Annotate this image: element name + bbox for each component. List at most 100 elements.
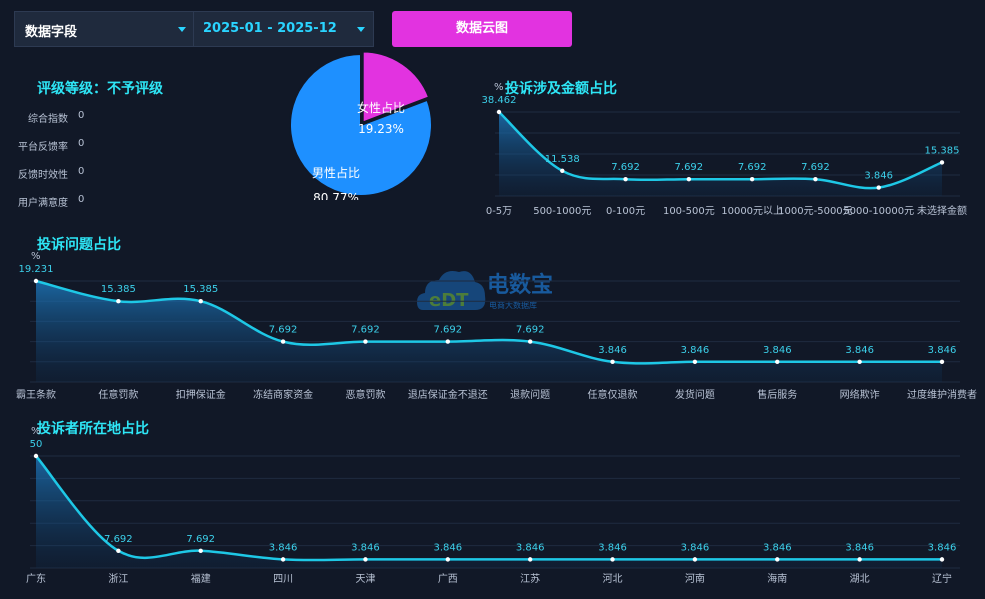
x-tick-label: 售后服务 <box>757 388 797 401</box>
x-tick-label: 霸王条款 <box>16 388 56 401</box>
x-tick-label: 5000-10000元 <box>843 206 914 217</box>
x-tick-label: 扣押保证金 <box>176 388 226 401</box>
x-tick-label: 冻结商家资金 <box>253 388 313 401</box>
x-tick-label: 海南 <box>767 572 787 585</box>
data-point <box>363 339 368 344</box>
data-label: 3.846 <box>763 542 792 553</box>
field-select-value: 数据字段 <box>25 25 78 40</box>
x-tick-label: 发货问题 <box>675 388 715 401</box>
x-tick-label: 广西 <box>438 573 458 585</box>
pie-slice-value: 80.77% <box>313 191 359 200</box>
x-tick-label: 恶意罚款 <box>345 388 385 401</box>
field-select[interactable]: 数据字段 <box>14 11 194 47</box>
x-tick-label: 500-1000元 <box>533 206 591 217</box>
chevron-down-icon <box>357 27 365 32</box>
data-label: 7.692 <box>269 325 298 336</box>
data-point <box>939 557 945 562</box>
region-chart: %50广东7.692浙江7.692福建3.846四川3.846天津3.846广西… <box>26 426 960 585</box>
data-point <box>363 557 368 562</box>
metric-value: 0 <box>78 138 85 149</box>
x-tick-label: 任意罚款 <box>98 388 138 401</box>
data-label: 3.846 <box>598 345 627 356</box>
amount-chart-title: 投诉涉及金额占比 <box>505 81 617 97</box>
x-tick-label: 过度维护消费者 <box>907 388 977 401</box>
area-fill <box>36 456 942 568</box>
data-point <box>496 109 502 115</box>
data-point <box>116 548 121 553</box>
data-label: 3.846 <box>681 345 710 356</box>
data-label: 7.692 <box>186 534 215 545</box>
data-point <box>280 557 286 562</box>
chevron-down-icon <box>178 27 186 32</box>
metric-label: 反馈时效性 <box>18 170 68 181</box>
issues-chart-title: 投诉问题占比 <box>37 237 121 253</box>
pie-slice <box>361 50 431 124</box>
pie-slice-label: 女性占比 <box>357 100 405 115</box>
data-label: 15.385 <box>183 284 218 295</box>
data-cloud-button[interactable]: 数据云图 <box>392 11 572 47</box>
data-label: 19.231 <box>19 264 54 275</box>
data-point <box>775 557 780 562</box>
data-point <box>939 359 945 365</box>
region-chart-title: 投诉者所在地占比 <box>37 421 149 437</box>
area-fill <box>499 112 942 196</box>
data-point <box>198 298 203 304</box>
metric-value: 0 <box>78 166 85 177</box>
metric-value: 0 <box>78 110 85 121</box>
data-point <box>445 339 451 344</box>
x-tick-label: 天津 <box>355 573 375 585</box>
metric-label: 综合指数 <box>28 114 68 125</box>
data-label: 3.846 <box>928 345 957 356</box>
data-point <box>775 359 780 365</box>
watermark-logo-text: eDT <box>429 290 469 311</box>
data-point <box>33 453 39 459</box>
data-point <box>610 359 615 365</box>
data-point <box>686 177 692 182</box>
x-tick-label: 湖北 <box>850 573 870 585</box>
series-line <box>498 111 943 190</box>
x-tick-label: 退店保证金不退还 <box>408 388 488 401</box>
watermark-sub: 电商大数据库 <box>489 300 537 310</box>
pie-slice <box>289 52 433 197</box>
x-tick-label: 任意仅退款 <box>588 388 638 401</box>
data-label: 15.385 <box>101 284 136 295</box>
data-label: 11.538 <box>545 154 580 165</box>
date-range-select[interactable]: 2025-01 - 2025-12 <box>193 11 374 47</box>
watermark-brand: 电数宝 <box>487 272 553 298</box>
metric-value: 0 <box>78 194 85 205</box>
data-label: 7.692 <box>675 162 704 173</box>
data-label: 7.692 <box>738 162 767 173</box>
x-tick-label: 四川 <box>273 574 293 585</box>
data-label: 7.692 <box>801 162 830 173</box>
x-tick-label: 河南 <box>685 572 705 585</box>
x-tick-label: 江苏 <box>520 572 540 585</box>
data-label: 3.846 <box>845 542 874 553</box>
data-label: 3.846 <box>433 542 462 553</box>
data-label: 7.692 <box>104 534 133 545</box>
x-tick-label: 0-5万 <box>486 206 512 217</box>
data-label: 3.846 <box>763 345 792 356</box>
x-tick-label: 辽宁 <box>932 572 952 585</box>
data-point <box>623 177 628 182</box>
data-point <box>857 557 862 562</box>
data-point <box>33 278 39 284</box>
data-label: 3.846 <box>681 542 710 553</box>
data-label: 7.692 <box>351 325 380 336</box>
data-label: 7.692 <box>516 325 545 336</box>
rating-title: 评级等级：不予评级 <box>37 81 163 97</box>
date-range-value: 2025-01 - 2025-12 <box>203 21 337 36</box>
data-point <box>527 557 533 562</box>
data-label: 50 <box>30 439 43 450</box>
data-label: 3.846 <box>928 542 957 553</box>
data-label: 15.385 <box>925 145 960 156</box>
x-tick-label: 退款问题 <box>510 388 550 401</box>
x-tick-label: 广东 <box>26 572 46 585</box>
x-tick-label: 100-500元 <box>663 206 715 217</box>
data-point <box>527 339 533 344</box>
pie-slice-label: 男性占比 <box>312 165 360 180</box>
data-label: 3.846 <box>269 542 298 553</box>
data-label: 3.846 <box>845 345 874 356</box>
gender-pie-chart: 女性占比 19.23% 男性占比 80.77% <box>289 50 433 200</box>
amount-chart: %38.4620-5万11.538500-1000元7.6920-100元7.6… <box>482 82 968 217</box>
data-label: 7.692 <box>433 325 462 336</box>
